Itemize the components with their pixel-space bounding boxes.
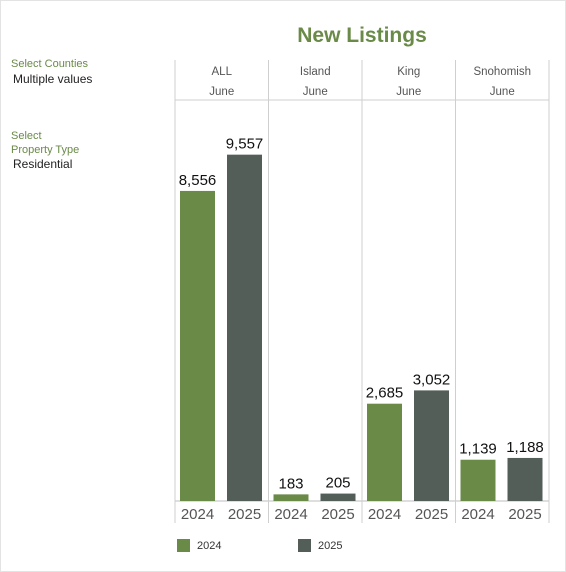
- x-tick-label: 2024: [368, 506, 401, 523]
- bar-all-2025: [227, 154, 262, 501]
- legend-label-2025: 2025: [318, 539, 343, 552]
- data-label: 1,139: [459, 441, 497, 458]
- bar-king-2024: [367, 403, 402, 501]
- panel-county-label: Snohomish: [473, 66, 531, 78]
- property-type-label-line1: Select: [11, 130, 42, 142]
- bar-king-2025: [414, 390, 449, 501]
- legend-item-2025: 2025: [298, 539, 342, 552]
- counties-filter-value[interactable]: Multiple values: [13, 72, 93, 86]
- bar-island-2024: [273, 494, 309, 501]
- data-label: 3,052: [413, 371, 451, 388]
- legend-swatch-2025: [298, 539, 311, 552]
- panel-county-label: King: [397, 66, 420, 78]
- panel-month-label: June: [490, 86, 515, 98]
- x-tick-label: 2025: [415, 506, 448, 523]
- x-tick-label: 2024: [461, 506, 494, 523]
- data-label: 9,557: [226, 136, 264, 153]
- panel-month-label: June: [209, 86, 234, 98]
- legend-swatch-2024: [177, 539, 190, 552]
- legend-label-2024: 2024: [197, 539, 222, 552]
- panel-month-label: June: [396, 86, 421, 98]
- data-label: 1,188: [506, 439, 544, 456]
- counties-filter-label: Select Counties: [11, 58, 89, 70]
- panel-month-label: June: [303, 86, 328, 98]
- bar-island-2025: [320, 493, 356, 501]
- data-label: 2,685: [366, 385, 404, 402]
- property-type-filter-value[interactable]: Residential: [13, 157, 73, 171]
- bar-all-2024: [180, 190, 215, 502]
- x-tick-label: 2025: [228, 506, 261, 523]
- x-tick-label: 2024: [181, 506, 214, 523]
- property-type-label-line2: Property Type: [11, 144, 80, 156]
- data-label: 8,556: [179, 172, 217, 189]
- bar-snohomish-2025: [507, 457, 543, 501]
- panel-county-label: Island: [300, 66, 331, 78]
- data-label: 205: [325, 475, 350, 492]
- chart-title: New Listings: [297, 24, 427, 47]
- legend-item-2024: 2024: [177, 539, 221, 552]
- x-tick-label: 2024: [274, 506, 307, 523]
- x-tick-label: 2025: [508, 506, 541, 523]
- data-label: 183: [278, 475, 303, 492]
- panel-county-label: ALL: [212, 66, 233, 78]
- bar-snohomish-2024: [460, 459, 496, 501]
- x-tick-label: 2025: [321, 506, 354, 523]
